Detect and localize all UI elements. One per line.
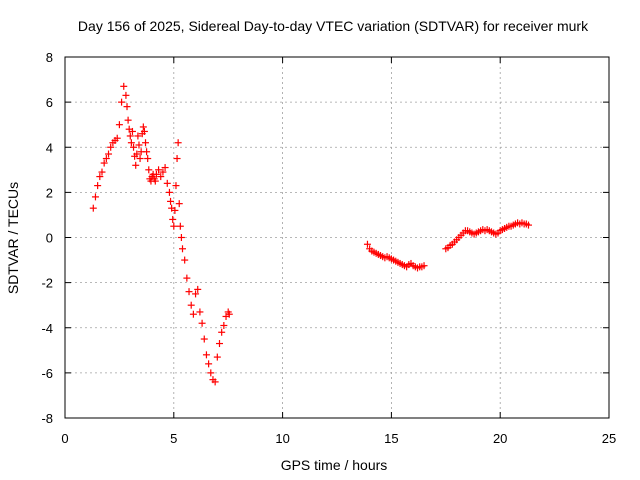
data-point-plus (132, 161, 140, 169)
data-point-plus (173, 155, 181, 163)
x-axis-label: GPS time / hours (281, 457, 388, 473)
data-point-plus (524, 221, 532, 229)
x-tick-label: 15 (384, 431, 398, 446)
data-point-plus (113, 134, 121, 142)
data-point-plus (218, 328, 226, 336)
data-point-plus (91, 193, 99, 201)
x-tick-label: 0 (61, 431, 68, 446)
y-tick-label: -4 (41, 321, 53, 336)
data-point-plus (145, 166, 153, 174)
data-point-plus (213, 353, 221, 361)
y-tick-label: 8 (46, 50, 53, 65)
data-point-plus (118, 98, 126, 106)
data-point-plus (200, 335, 208, 343)
data-point-plus (107, 143, 115, 151)
data-point-plus (159, 168, 167, 176)
data-point-plus (185, 288, 193, 296)
data-points (89, 82, 532, 386)
data-point-plus (187, 301, 195, 309)
data-point-plus (165, 188, 173, 196)
data-point-plus (133, 150, 141, 158)
y-tick-label: -2 (41, 276, 53, 291)
data-point-plus (192, 290, 200, 298)
x-axis-ticks: 0 5 10 15 20 25 (61, 57, 616, 446)
data-point-plus (161, 164, 169, 172)
data-point-plus (130, 143, 138, 151)
data-point-plus (211, 378, 219, 386)
y-tick-label: 4 (46, 140, 53, 155)
data-point-plus (420, 262, 428, 270)
data-point-plus (135, 141, 143, 149)
data-point-plus (98, 168, 106, 176)
data-point-plus (196, 308, 204, 316)
data-point-plus (123, 103, 131, 111)
data-point-plus (134, 132, 142, 140)
data-point-plus (167, 197, 175, 205)
data-point-plus (126, 132, 134, 140)
x-tick-label: 25 (602, 431, 616, 446)
data-point-plus (157, 173, 165, 181)
data-point-plus (198, 319, 206, 327)
grid-lines (65, 57, 609, 418)
data-point-plus (363, 240, 371, 248)
data-point-plus (127, 139, 135, 147)
data-point-plus (120, 82, 128, 90)
data-point-plus (171, 206, 179, 214)
data-point-plus (128, 127, 136, 135)
data-point-plus (122, 91, 130, 99)
data-point-plus (94, 182, 102, 190)
data-point-plus (144, 155, 152, 163)
data-point-plus (170, 222, 178, 230)
data-point-plus (202, 351, 210, 359)
data-point-plus (96, 173, 104, 181)
data-point-plus (183, 274, 191, 282)
y-tick-label: 0 (46, 231, 53, 246)
data-point-plus (140, 127, 148, 135)
plot-frame (64, 56, 610, 419)
data-point-plus (207, 369, 215, 377)
data-point-plus (89, 204, 97, 212)
data-point-plus (172, 182, 180, 190)
y-tick-label: -6 (41, 366, 53, 381)
x-tick-label: 20 (493, 431, 507, 446)
data-point-plus (151, 177, 159, 185)
y-tick-label: 6 (46, 95, 53, 110)
y-tick-label: -8 (41, 411, 53, 426)
data-point-plus (143, 148, 151, 156)
data-point-plus (215, 340, 223, 348)
data-point-plus (179, 245, 187, 253)
data-point-plus (155, 166, 163, 174)
x-tick-label: 5 (170, 431, 177, 446)
data-point-plus (177, 234, 185, 241)
data-point-plus (100, 159, 108, 167)
data-point-plus (124, 116, 132, 124)
data-point-plus (163, 179, 171, 187)
data-point-plus (225, 310, 233, 318)
data-point-plus (115, 121, 123, 129)
data-point-plus (181, 256, 189, 264)
data-point-plus (176, 222, 184, 230)
data-point-plus (169, 215, 177, 223)
data-point-plus (102, 155, 110, 163)
y-tick-label: 2 (46, 185, 53, 200)
data-point-plus (174, 139, 182, 147)
data-point-plus (205, 360, 213, 368)
chart-title: Day 156 of 2025, Sidereal Day-to-day VTE… (78, 18, 589, 34)
data-point-plus (189, 310, 197, 318)
y-axis-label: SDTVAR / TECUs (5, 182, 21, 294)
data-point-plus (194, 285, 202, 293)
data-point-plus (142, 139, 150, 147)
data-point-plus (152, 170, 160, 178)
data-point-plus (105, 150, 113, 158)
data-point-plus (139, 123, 147, 131)
data-point-plus (136, 155, 144, 163)
data-point-plus (220, 321, 228, 329)
data-point-plus (175, 200, 183, 208)
x-tick-label: 10 (275, 431, 289, 446)
y-axis-ticks: 8 6 4 2 0 -2 -4 -6 -8 (41, 50, 609, 426)
